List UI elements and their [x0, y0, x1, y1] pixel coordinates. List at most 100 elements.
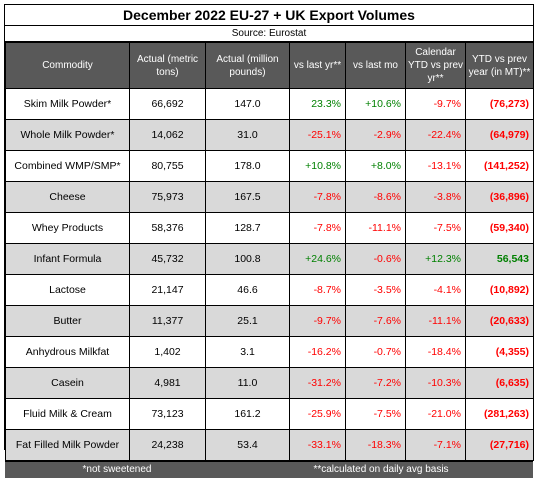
cell-vs-last-yr: -25.1% — [289, 119, 346, 151]
cell-actual-mlb: 3.1 — [205, 336, 290, 368]
cell-vs-last-yr: -33.1% — [289, 429, 346, 461]
cell-commodity: Fat Filled Milk Powder — [5, 429, 130, 461]
cell-vs-last-yr: -7.8% — [289, 181, 346, 213]
header-vs-last-yr: vs last yr** — [289, 42, 346, 89]
footnote-not-sweetened: *not sweetened — [82, 464, 152, 475]
table-row: Whole Milk Powder* 14,062 31.0 -25.1% -2.9% -… — [5, 119, 534, 151]
cell-commodity: Butter — [5, 305, 130, 337]
cell-calendar-ytd: -7.5% — [405, 212, 466, 244]
table-row: Combined WMP/SMP* 80,755 178.0 +10.8% +8.0% -… — [5, 150, 534, 182]
cell-calendar-ytd: -11.1% — [405, 305, 466, 337]
cell-commodity: Combined WMP/SMP* — [5, 150, 130, 182]
cell-ytd-mt: (141,252) — [465, 150, 534, 182]
cell-actual-mlb: 161.2 — [205, 398, 290, 430]
table-title: December 2022 EU-27 + UK Export Volumes — [5, 5, 533, 26]
cell-vs-last-mo: -7.5% — [345, 398, 406, 430]
cell-actual-mt: 1,402 — [129, 336, 206, 368]
cell-actual-mlb: 178.0 — [205, 150, 290, 182]
cell-actual-mt: 73,123 — [129, 398, 206, 430]
cell-vs-last-yr: +10.8% — [289, 150, 346, 182]
cell-actual-mt: 11,377 — [129, 305, 206, 337]
cell-commodity: Infant Formula — [5, 243, 130, 275]
cell-vs-last-yr: -9.7% — [289, 305, 346, 337]
table-row: Cheese 75,973 167.5 -7.8% -8.6% -3.8% (36,896) — [5, 181, 534, 213]
table-row: Fluid Milk & Cream 73,123 161.2 -25.9% -7.5%… — [5, 398, 534, 430]
cell-actual-mlb: 100.8 — [205, 243, 290, 275]
header-actual-mlb: Actual (million pounds) — [205, 42, 290, 89]
export-volumes-table-sheet: December 2022 EU-27 + UK Export Volumes … — [4, 4, 534, 478]
cell-ytd-mt: (27,716) — [465, 429, 534, 461]
cell-vs-last-yr: -31.2% — [289, 367, 346, 399]
cell-actual-mt: 45,732 — [129, 243, 206, 275]
table-row: Lactose 21,147 46.6 -8.7% -3.5% -4.1% (10,892) — [5, 274, 534, 306]
cell-actual-mlb: 167.5 — [205, 181, 290, 213]
cell-commodity: Fluid Milk & Cream — [5, 398, 130, 430]
cell-ytd-mt: (6,635) — [465, 367, 534, 399]
table-row: Casein 4,981 11.0 -31.2% -7.2% -10.3% (6,635) — [5, 367, 534, 399]
cell-calendar-ytd: -13.1% — [405, 150, 466, 182]
cell-vs-last-yr: -16.2% — [289, 336, 346, 368]
cell-vs-last-yr: 23.3% — [289, 88, 346, 120]
table-row: Anhydrous Milkfat 1,402 3.1 -16.2% -0.7% -18.… — [5, 336, 534, 368]
cell-ytd-mt: (59,340) — [465, 212, 534, 244]
cell-vs-last-mo: -3.5% — [345, 274, 406, 306]
cell-actual-mt: 21,147 — [129, 274, 206, 306]
cell-commodity: Casein — [5, 367, 130, 399]
cell-commodity: Lactose — [5, 274, 130, 306]
cell-commodity: Whole Milk Powder* — [5, 119, 130, 151]
cell-ytd-mt: (36,896) — [465, 181, 534, 213]
header-row: Commodity Actual (metric tons) Actual (m… — [5, 42, 534, 89]
cell-actual-mt: 75,973 — [129, 181, 206, 213]
cell-vs-last-mo: -0.7% — [345, 336, 406, 368]
cell-vs-last-mo: -8.6% — [345, 181, 406, 213]
cell-actual-mt: 24,238 — [129, 429, 206, 461]
header-commodity: Commodity — [5, 42, 130, 89]
cell-calendar-ytd: -7.1% — [405, 429, 466, 461]
cell-vs-last-yr: -25.9% — [289, 398, 346, 430]
cell-actual-mt: 14,062 — [129, 119, 206, 151]
cell-actual-mlb: 128.7 — [205, 212, 290, 244]
cell-actual-mlb: 31.0 — [205, 119, 290, 151]
cell-commodity: Cheese — [5, 181, 130, 213]
cell-ytd-mt: (64,979) — [465, 119, 534, 151]
table-row: Skim Milk Powder* 66,692 147.0 23.3% +10.6% -… — [5, 88, 534, 120]
header-ytd-mt: YTD vs prev year (in MT)** — [465, 42, 534, 89]
cell-calendar-ytd: -21.0% — [405, 398, 466, 430]
cell-actual-mt: 66,692 — [129, 88, 206, 120]
cell-calendar-ytd: -3.8% — [405, 181, 466, 213]
cell-actual-mt: 80,755 — [129, 150, 206, 182]
cell-ytd-mt: (4,355) — [465, 336, 534, 368]
cell-ytd-mt: 56,543 — [465, 243, 534, 275]
cell-vs-last-mo: -7.2% — [345, 367, 406, 399]
cell-vs-last-mo: -0.6% — [345, 243, 406, 275]
header-actual-mt: Actual (metric tons) — [129, 42, 206, 89]
cell-calendar-ytd: -9.7% — [405, 88, 466, 120]
cell-vs-last-mo: +10.6% — [345, 88, 406, 120]
cell-ytd-mt: (76,273) — [465, 88, 534, 120]
header-calendar-ytd: Calendar YTD vs prev yr** — [405, 42, 466, 89]
cell-calendar-ytd: -22.4% — [405, 119, 466, 151]
cell-actual-mt: 58,376 — [129, 212, 206, 244]
footnote-daily-avg: **calculated on daily avg basis — [313, 464, 449, 475]
table-row: Infant Formula 45,732 100.8 +24.6% -0.6% +12.… — [5, 243, 534, 275]
table-body: Skim Milk Powder* 66,692 147.0 23.3% +10.6% -… — [5, 88, 534, 461]
cell-vs-last-mo: -11.1% — [345, 212, 406, 244]
cell-calendar-ytd: +12.3% — [405, 243, 466, 275]
cell-ytd-mt: (281,263) — [465, 398, 534, 430]
cell-ytd-mt: (10,892) — [465, 274, 534, 306]
cell-calendar-ytd: -10.3% — [405, 367, 466, 399]
cell-actual-mlb: 53.4 — [205, 429, 290, 461]
cell-calendar-ytd: -4.1% — [405, 274, 466, 306]
cell-actual-mlb: 11.0 — [205, 367, 290, 399]
cell-calendar-ytd: -18.4% — [405, 336, 466, 368]
cell-ytd-mt: (20,633) — [465, 305, 534, 337]
cell-commodity: Whey Products — [5, 212, 130, 244]
table-row: Butter 11,377 25.1 -9.7% -7.6% -11.1% (20,633) — [5, 305, 534, 337]
source-note: Source: Eurostat — [5, 26, 533, 42]
export-volumes-table: Commodity Actual (metric tons) Actual (m… — [5, 42, 534, 461]
cell-commodity: Skim Milk Powder* — [5, 88, 130, 120]
cell-actual-mlb: 25.1 — [205, 305, 290, 337]
cell-actual-mt: 4,981 — [129, 367, 206, 399]
cell-actual-mlb: 46.6 — [205, 274, 290, 306]
table-row: Whey Products 58,376 128.7 -7.8% -11.1% -7.5%… — [5, 212, 534, 244]
